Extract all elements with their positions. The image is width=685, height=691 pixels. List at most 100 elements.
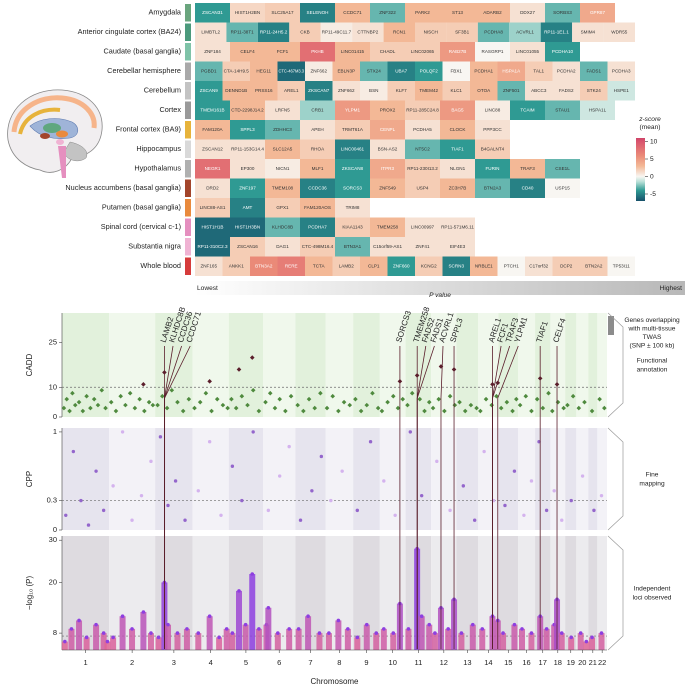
x-tick-label: 18 <box>554 658 562 667</box>
heatmap-cell <box>415 22 447 42</box>
heatmap-cell <box>335 3 370 23</box>
locus <box>363 622 370 650</box>
gene-label: CTA-14H9.5 <box>224 68 250 73</box>
point <box>522 513 526 517</box>
gene-label: LINC00997 <box>411 224 435 229</box>
locus-stem <box>426 624 433 650</box>
locus-top <box>470 622 475 627</box>
heatmap-cell <box>405 139 440 159</box>
point <box>298 518 303 522</box>
gene-label: EIF4E3 <box>450 244 466 249</box>
point <box>442 408 447 414</box>
tissue-swatch <box>185 179 191 197</box>
heatmap-cell <box>230 139 265 159</box>
gene-label: STAU1 <box>555 107 570 112</box>
locus-stem <box>216 637 223 650</box>
point <box>435 459 439 464</box>
chromosome-band <box>588 536 598 650</box>
chromosome-band <box>588 428 598 530</box>
point <box>340 469 344 473</box>
heatmap-cell <box>545 178 580 198</box>
heatmap-cell <box>335 198 370 218</box>
heatmap-cell <box>607 256 635 276</box>
point <box>494 393 499 399</box>
gene-label: HIST1H2BN <box>235 10 260 15</box>
heatmap-cell <box>525 256 553 276</box>
heatmap-cell <box>222 61 250 81</box>
point <box>155 402 160 408</box>
point <box>99 387 105 393</box>
chromosome-band <box>535 428 551 530</box>
heatmap-cell <box>552 81 580 101</box>
gene-label: CSE1L <box>555 166 570 171</box>
point <box>149 459 153 464</box>
heatmap-cell <box>320 22 353 42</box>
gene-label: BTN2A2 <box>585 263 603 268</box>
colorbar-title: (mean) <box>640 124 661 131</box>
heatmap-cell <box>440 237 475 257</box>
point <box>70 390 75 396</box>
locus <box>354 635 361 650</box>
gene-label: ZNF322 <box>379 10 396 15</box>
tissue-swatch <box>185 82 191 100</box>
heatmap-cell <box>335 139 370 159</box>
gene-label: OTOA <box>477 88 491 93</box>
gene-label: GPR87 <box>590 10 606 15</box>
y-axis-label: CADD <box>25 353 34 376</box>
point <box>137 396 142 402</box>
point <box>310 489 314 493</box>
x-tick-label: 15 <box>504 658 512 667</box>
gene-label: ANKK1 <box>229 263 245 268</box>
gene-label: BSN-AS2 <box>378 146 398 151</box>
locus-stem <box>558 633 565 650</box>
locus-top <box>306 614 310 619</box>
heatmap-cell <box>300 139 335 159</box>
heatmap-cell <box>387 81 415 101</box>
chromosome-band <box>456 536 479 650</box>
pvalue-high: Highest <box>660 285 683 292</box>
gene-label: CHADL <box>380 49 396 54</box>
gene-label: PCDHA5 <box>413 127 432 132</box>
gene-leader <box>416 345 435 649</box>
heatmap-cell <box>440 159 475 179</box>
gene-label: STK24 <box>587 88 601 93</box>
gene-label: SF3B1 <box>455 29 469 34</box>
gene-label: CLP1 <box>368 263 380 268</box>
heatmap-cell <box>360 256 388 276</box>
x-tick-label: 6 <box>277 658 281 667</box>
locus-top <box>257 627 261 631</box>
heatmap-cell <box>545 3 580 23</box>
point <box>251 430 255 434</box>
locus-stem <box>479 628 486 650</box>
locus-top <box>149 631 153 635</box>
tissue-label: Hypothalamus <box>134 164 181 173</box>
heatmap-cell <box>195 178 230 198</box>
x-tick-label: 1 <box>83 658 87 667</box>
locus-stem <box>316 633 323 650</box>
locus-top <box>196 631 201 635</box>
point <box>390 393 396 399</box>
gene-label: B4GALNT4 <box>481 146 505 151</box>
gene-label: HIST1H1B <box>202 224 224 229</box>
gene-label: BAG5 <box>451 107 464 112</box>
point <box>318 390 323 396</box>
tissue-swatch <box>185 23 191 41</box>
heatmap-cell <box>300 120 335 140</box>
point <box>461 484 466 488</box>
point <box>483 396 489 402</box>
point <box>266 508 271 513</box>
gene-label: DAG1 <box>276 244 289 249</box>
locus <box>174 631 181 650</box>
locus <box>528 631 535 650</box>
heatmap-cell <box>440 100 475 120</box>
locus-top <box>446 627 450 631</box>
tissue-label: Anterior cingulate cortex (BA24) <box>78 27 181 36</box>
locus <box>249 572 256 650</box>
heatmap-cell <box>545 159 580 179</box>
point <box>549 408 555 414</box>
heatmap-cell <box>222 256 250 276</box>
gene-label: STX24 <box>367 68 381 73</box>
gene-label: FBX1 <box>451 68 463 73</box>
gene-label: HSPA1L <box>589 107 607 112</box>
